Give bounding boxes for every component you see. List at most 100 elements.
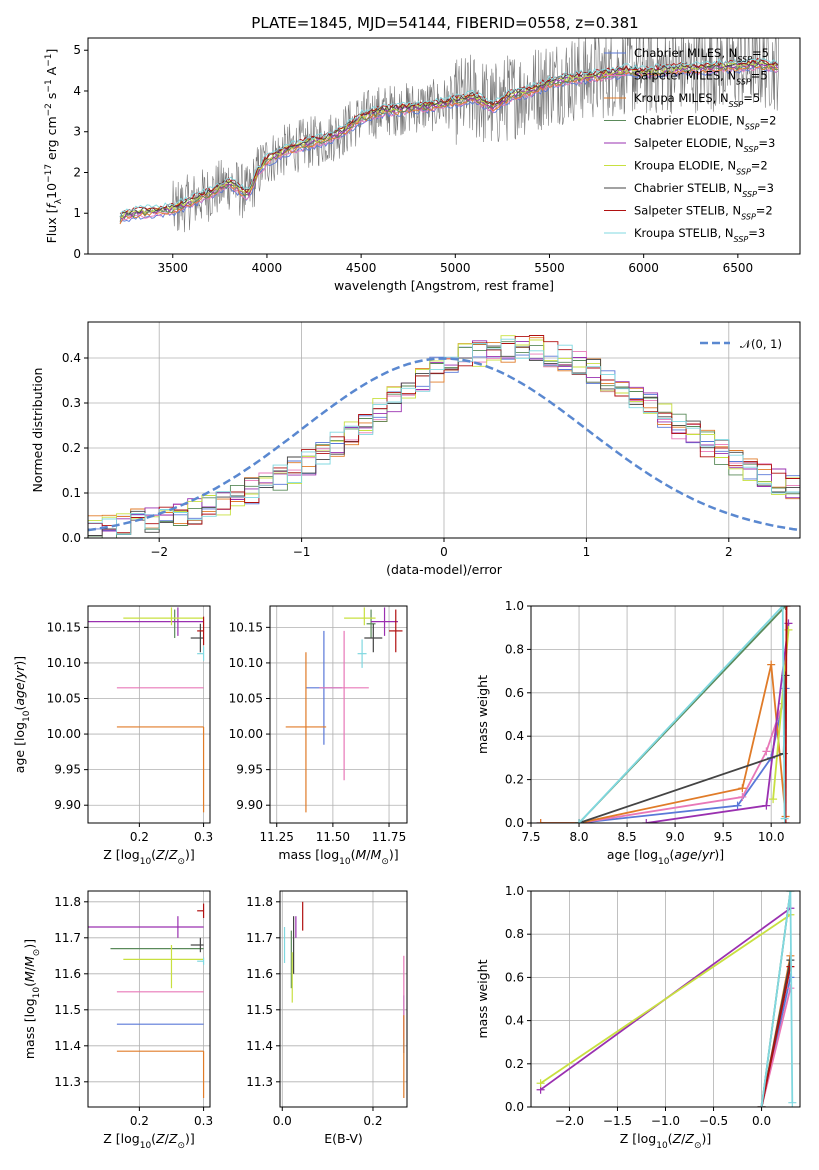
- y-tick-label: 10.15: [47, 620, 81, 634]
- y-tick-label: 1: [73, 206, 81, 220]
- x-tick-label: 9.0: [666, 830, 685, 844]
- panel-age-vs-mass: 11.25 11.50 11.75 9.90 9.95 10.00 10.05 10.10 10…: [229, 605, 408, 867]
- legend-entry: Chabrier MILES, NSSP=5: [634, 46, 769, 64]
- legend-entry: Kroupa ELODIE, NSSP=2: [634, 159, 768, 177]
- x-tick-label: 11.50: [316, 830, 350, 844]
- plot-area: [88, 335, 800, 538]
- weight-marker: [780, 814, 789, 823]
- weight-marker: [782, 606, 791, 610]
- weight-marker: [757, 1103, 766, 1107]
- weight-line: [578, 606, 786, 823]
- x-axis-label: E(B-V): [324, 1131, 363, 1146]
- x-axis-label: Z [log10(Z/Z⊙)]: [103, 1131, 195, 1151]
- y-tick-label: 0.2: [62, 441, 81, 455]
- x-tick-label: −1: [293, 545, 311, 559]
- y-tick-label: 4: [73, 84, 81, 98]
- y-tick-label: 9.90: [236, 798, 263, 812]
- plot-area: [285, 607, 403, 813]
- y-tick-label: 0.6: [505, 970, 524, 984]
- y-tick-label: 10.05: [47, 691, 81, 705]
- y-tick-label: 0.4: [505, 729, 524, 743]
- y-tick-label: 0.4: [505, 1014, 524, 1028]
- x-tick-label: 8.5: [618, 830, 637, 844]
- y-tick-label: 5: [73, 43, 81, 57]
- legend-entry: Kroupa MILES, NSSP=5: [634, 91, 760, 109]
- x-tick-label: 5000: [440, 261, 471, 275]
- weight-line: [760, 966, 792, 1107]
- panels: 3500 4000 4500 5000 5500 6000 6500 0 1 2 3 4 5 wavele…: [12, 37, 801, 1151]
- y-tick-label: 11.8: [246, 895, 273, 909]
- x-tick-label: 8.0: [569, 830, 588, 844]
- weight-marker: [642, 819, 651, 823]
- x-tick-label: 6500: [723, 261, 754, 275]
- panel-mass-vs-ebv: 0.0 0.2 11.3 11.4 11.5 11.6 11.7 11.8 E(B-V): [246, 890, 408, 1146]
- x-tick-label: −2.0: [555, 1114, 584, 1128]
- y-tick-label: 0.2: [505, 773, 524, 787]
- legend-entry: 𝒩(0, 1): [740, 337, 782, 351]
- axes-frame: [87, 37, 801, 255]
- plot-area: [536, 891, 797, 1107]
- y-tick-label: 11.8: [54, 895, 81, 909]
- y-tick-label: 0.2: [505, 1057, 524, 1071]
- y-tick-label: 11.5: [54, 1003, 81, 1017]
- y-tick-label: 11.6: [246, 967, 273, 981]
- weight-line: [540, 664, 787, 823]
- x-tick-label: 0.2: [363, 1114, 382, 1128]
- legend-entry: Kroupa STELIB, NSSP=3: [634, 226, 765, 244]
- x-tick-label: 0.0: [752, 1114, 771, 1128]
- normal-curve: [88, 357, 800, 532]
- panel-mass-vs-Z: 0.2 0.3 11.3 11.4 11.5 11.6 11.7 11.8 Z [log10(Z…: [22, 890, 213, 1151]
- y-tick-label: 10.00: [229, 727, 263, 741]
- x-tick-label: −0.5: [699, 1114, 728, 1128]
- legend-entry: Salpeter ELODIE, NSSP=3: [634, 136, 775, 154]
- y-tick-label: 0.0: [505, 816, 524, 830]
- axes-frame: [530, 605, 801, 824]
- y-axis-label: mass weight: [475, 675, 490, 754]
- weight-marker: [536, 1079, 545, 1088]
- plot-area: [88, 903, 205, 1098]
- y-tick-label: 11.7: [246, 931, 273, 945]
- y-tick-label: 1.0: [505, 884, 524, 898]
- y-tick-label: 0: [73, 247, 81, 261]
- weight-line: [760, 891, 794, 1107]
- y-tick-label: 10.10: [47, 656, 81, 670]
- figure-title: PLATE=1845, MJD=54144, FIBERID=0558, z=0…: [251, 14, 638, 32]
- y-tick-label: 10.05: [229, 691, 263, 705]
- weight-line: [784, 606, 788, 823]
- weight-marker: [786, 891, 795, 895]
- weight-marker: [536, 819, 545, 823]
- y-tick-label: 0.0: [62, 531, 81, 545]
- y-tick-label: 0.1: [62, 486, 81, 500]
- y-tick-label: 11.6: [54, 967, 81, 981]
- x-tick-label: −1.5: [603, 1114, 632, 1128]
- weight-marker: [762, 747, 771, 756]
- plot-area: [119, 38, 780, 233]
- y-tick-label: 9.90: [54, 798, 81, 812]
- y-tick-label: 0.8: [505, 642, 524, 656]
- x-axis-label: age [log10(age/yr)]: [607, 847, 724, 867]
- legend: Chabrier MILES, NSSP=5 Salpeter MILES, NS…: [604, 46, 776, 244]
- x-tick-label: 7.5: [521, 830, 540, 844]
- weight-marker: [575, 819, 584, 823]
- y-axis-label: Flux [fλ10−17 erg cm−2 s−1 A−1]: [44, 49, 64, 244]
- x-tick-label: 3500: [157, 261, 188, 275]
- x-axis-label: wavelength [Angstrom, rest frame]: [334, 278, 554, 293]
- x-tick-label: 0.2: [130, 830, 149, 844]
- model-line: [119, 57, 779, 214]
- y-tick-label: 9.95: [236, 763, 263, 777]
- y-tick-label: 0.3: [62, 396, 81, 410]
- y-tick-label: 11.4: [246, 1039, 273, 1053]
- x-tick-label: 11.75: [372, 830, 406, 844]
- weight-line: [540, 914, 791, 1084]
- x-tick-label: 0: [440, 545, 448, 559]
- x-axis-label: Z [log10(Z/Z⊙)]: [103, 847, 195, 867]
- x-tick-label: 11.25: [260, 830, 294, 844]
- x-tick-label: 10.0: [758, 830, 785, 844]
- plot-area: [88, 607, 205, 813]
- weight-marker: [778, 606, 787, 610]
- data-spectrum: [119, 38, 780, 233]
- weight-marker: [738, 792, 747, 801]
- weight-marker: [738, 784, 747, 793]
- x-axis-label: Z [log10(Z/Z⊙)]: [620, 1131, 712, 1151]
- panel-mass-weight-vs-age: 7.5 8.0 8.5 9.0 9.5 10.0 0.0 0.2 0.4 0.6 0.8 1.0 age…: [475, 599, 801, 867]
